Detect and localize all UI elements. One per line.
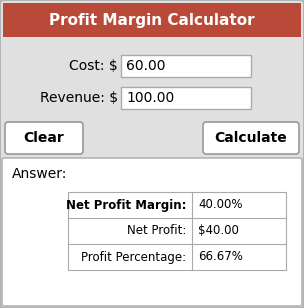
Text: Calculate: Calculate: [215, 131, 287, 145]
FancyBboxPatch shape: [68, 192, 286, 270]
Text: Cost: $: Cost: $: [69, 59, 118, 73]
Text: 100.00: 100.00: [126, 91, 174, 105]
FancyBboxPatch shape: [121, 55, 251, 77]
Text: 40.00%: 40.00%: [198, 198, 243, 212]
Text: Revenue: $: Revenue: $: [40, 91, 118, 105]
FancyBboxPatch shape: [3, 3, 301, 37]
Text: Net Profit:: Net Profit:: [127, 225, 186, 237]
FancyBboxPatch shape: [203, 122, 299, 154]
Text: 60.00: 60.00: [126, 59, 165, 73]
Text: Profit Margin Calculator: Profit Margin Calculator: [49, 13, 255, 27]
Text: Clear: Clear: [24, 131, 64, 145]
Text: Answer:: Answer:: [12, 167, 67, 181]
Text: Profit Percentage:: Profit Percentage:: [81, 250, 186, 264]
Text: Net Profit Margin:: Net Profit Margin:: [65, 198, 186, 212]
Text: $40.00: $40.00: [198, 225, 239, 237]
FancyBboxPatch shape: [121, 87, 251, 109]
FancyBboxPatch shape: [2, 158, 302, 306]
FancyBboxPatch shape: [5, 122, 83, 154]
Text: 66.67%: 66.67%: [198, 250, 243, 264]
